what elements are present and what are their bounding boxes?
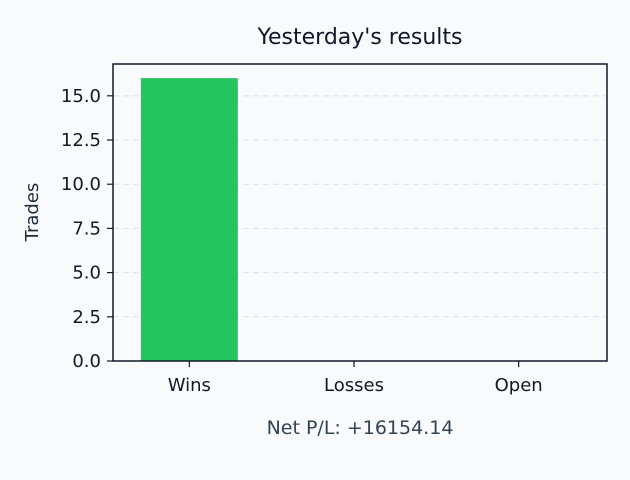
y-axis: 0.0 2.5 5.0 7.5 10.0 12.5 15.0 xyxy=(61,86,113,372)
y-tick-label: 15.0 xyxy=(61,86,101,107)
plot-frame xyxy=(112,63,608,362)
y-axis-label: Trades xyxy=(22,183,43,243)
bar-wins xyxy=(140,78,238,362)
y-tick-label: 12.5 xyxy=(61,130,101,151)
bars-group xyxy=(140,78,238,362)
chart-title: Yesterday's results xyxy=(256,25,462,50)
x-tick-label-losses: Losses xyxy=(324,375,384,396)
x-axis: Wins Losses Open xyxy=(168,361,543,396)
y-tick-label: 7.5 xyxy=(72,218,101,239)
y-tick-label: 5.0 xyxy=(72,263,101,284)
y-tick-label: 10.0 xyxy=(61,174,101,195)
net-pl-annotation: Net P/L: +16154.14 xyxy=(267,417,454,439)
x-tick-label-open: Open xyxy=(495,375,543,396)
y-tick-label: 0.0 xyxy=(72,351,101,372)
y-tick-label: 2.5 xyxy=(72,307,101,328)
x-tick-label-wins: Wins xyxy=(168,375,211,396)
